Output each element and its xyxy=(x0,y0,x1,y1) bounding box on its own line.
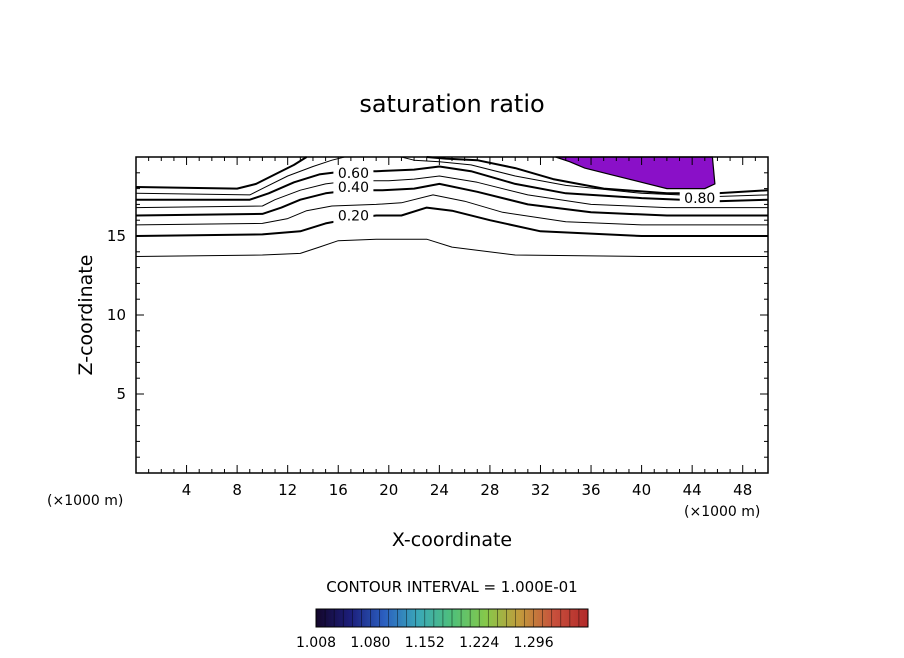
x-tick-label-16: 16 xyxy=(329,481,348,499)
x-tick-label-40: 40 xyxy=(632,481,651,499)
x-tick-label-32: 32 xyxy=(531,481,550,499)
colorbar-label-0: 1.008 xyxy=(296,635,336,651)
colorbar-label-1: 1.080 xyxy=(350,635,390,651)
contour-line-0 xyxy=(135,238,768,257)
x-unit-right: (×1000 m) xyxy=(684,504,760,520)
contour-label-bg-0 xyxy=(333,164,374,181)
x-tick-label-44: 44 xyxy=(683,481,702,499)
contour-label-1: 0.40 xyxy=(338,180,369,196)
x-tick-label-12: 12 xyxy=(278,481,297,499)
contour-label-bg-2 xyxy=(333,207,374,224)
colorbar-label-2: 1.152 xyxy=(405,635,445,651)
filled-region-high xyxy=(555,156,716,190)
x-unit-left: (×1000 m) xyxy=(47,493,123,509)
contour-line-5 xyxy=(136,165,769,203)
plot-area: 0.600.40 0.20 0.80 xyxy=(135,156,769,257)
contour-line-1 xyxy=(135,206,768,237)
x-tick-label-4: 4 xyxy=(182,481,192,499)
contour-label-3: 0.80 xyxy=(684,191,715,207)
x-axis-label: X-coordinate xyxy=(392,529,512,551)
colorbar-label-3: 1.224 xyxy=(459,635,499,651)
plot-frame xyxy=(135,156,769,474)
contour-label-bg-3 xyxy=(679,190,720,207)
x-tick-label-48: 48 xyxy=(733,481,752,499)
y-axis-label: Z-coordinate xyxy=(75,255,97,376)
contour-label-bg-1 xyxy=(333,179,374,196)
x-tick-label-24: 24 xyxy=(430,481,449,499)
contour-interval-text: CONTOUR INTERVAL = 1.000E-01 xyxy=(326,578,577,596)
contour-line-3 xyxy=(135,182,768,217)
x-tick-label-20: 20 xyxy=(379,481,398,499)
contour-line-8 xyxy=(135,156,308,190)
colorbar-labels: 1.008 1.080 1.152 1.224 1.296 xyxy=(296,609,580,651)
contour-line-4 xyxy=(135,175,768,209)
y-tick-label-10: 10 xyxy=(107,306,126,324)
contour-line-2 xyxy=(135,194,768,226)
contour-label-2: 0.20 xyxy=(338,208,369,224)
y-tick-label-15: 15 xyxy=(107,227,126,245)
colorbar-label-4: 1.296 xyxy=(514,635,554,651)
contour-label-0: 0.60 xyxy=(338,166,369,182)
y-tick-label-5: 5 xyxy=(116,385,126,403)
x-tick-label-8: 8 xyxy=(232,481,242,499)
x-tick-label-28: 28 xyxy=(480,481,499,499)
x-tick-label-36: 36 xyxy=(581,481,600,499)
contour-line-6 xyxy=(135,156,345,196)
chart-title: saturation ratio xyxy=(359,90,544,118)
